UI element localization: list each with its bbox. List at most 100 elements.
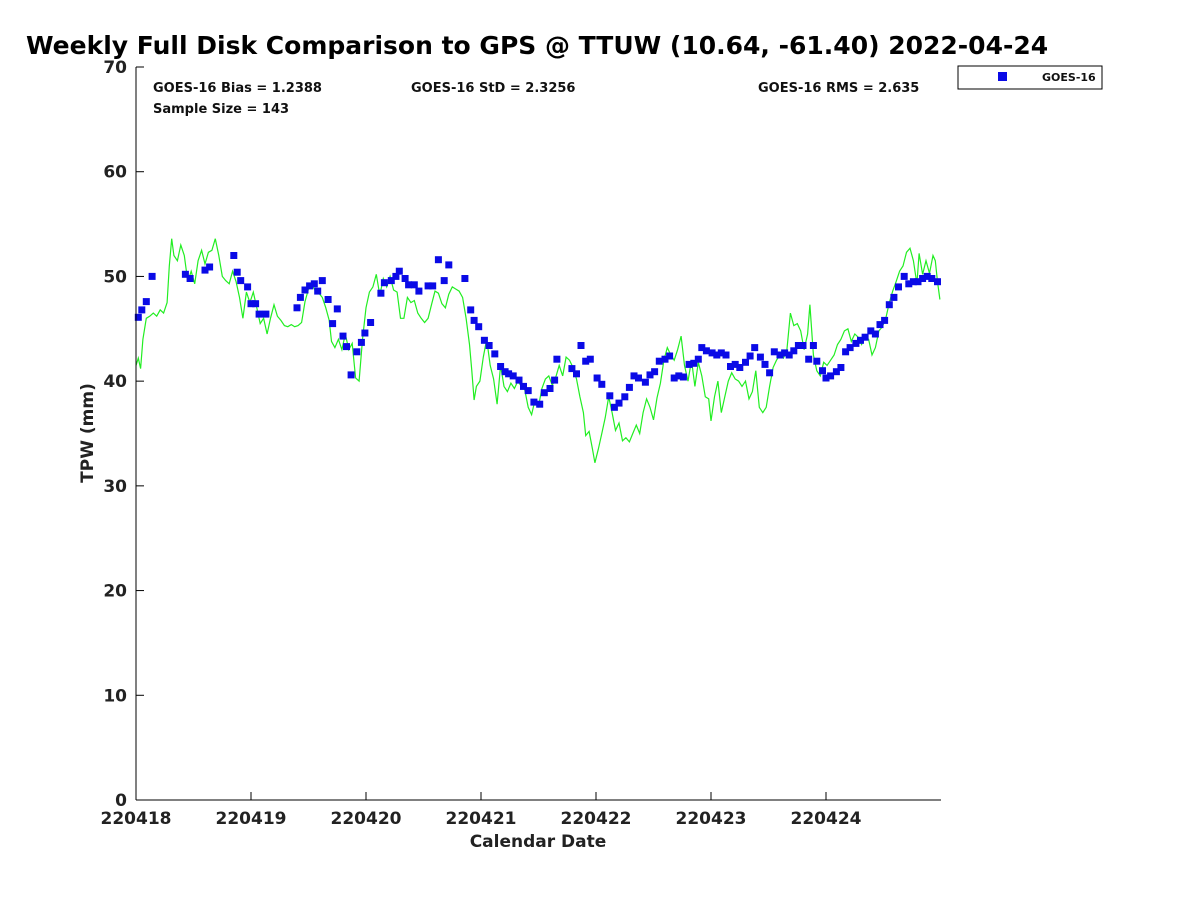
goes16-point bbox=[387, 277, 395, 285]
legend-label-goes16: GOES-16 bbox=[1042, 71, 1096, 84]
x-tick-label: 220418 bbox=[101, 809, 172, 829]
goes16-point bbox=[347, 371, 355, 379]
legend: GOES-16 bbox=[957, 65, 1103, 90]
goes16-point bbox=[934, 278, 941, 286]
stats-annotations: GOES-16 Bias = 1.2388 GOES-16 StD = 2.32… bbox=[153, 81, 919, 117]
goes16-point bbox=[505, 370, 513, 378]
legend-marker-goes16 bbox=[998, 72, 1007, 81]
goes16-point bbox=[343, 343, 350, 351]
goes16-point bbox=[776, 351, 784, 359]
goes16-point bbox=[727, 363, 734, 370]
y-tick-label: 60 bbox=[103, 163, 127, 183]
goes16-point bbox=[314, 287, 322, 295]
gps-series bbox=[135, 238, 941, 463]
bias-annotation: GOES-16 Bias = 1.2388 bbox=[153, 81, 322, 96]
goes16-point bbox=[237, 277, 245, 285]
goes16-point bbox=[230, 252, 238, 259]
goes16-point bbox=[524, 387, 532, 395]
goes16-point bbox=[794, 342, 802, 349]
goes16-point bbox=[233, 268, 241, 276]
goes16-point bbox=[480, 336, 488, 344]
goes16-point bbox=[694, 355, 702, 363]
goes16-point bbox=[717, 349, 725, 357]
std-annotation: GOES-16 StD = 2.3256 bbox=[411, 81, 575, 96]
goes16-point bbox=[377, 289, 385, 297]
goes16-point bbox=[885, 301, 893, 309]
goes16-point bbox=[799, 342, 807, 349]
goes16-point bbox=[434, 256, 442, 264]
goes16-point bbox=[852, 339, 860, 347]
goes16-point bbox=[415, 287, 423, 295]
goes16-point bbox=[625, 383, 633, 391]
goes16-point bbox=[867, 327, 875, 335]
goes16-point bbox=[813, 357, 821, 365]
goes16-point bbox=[635, 374, 642, 382]
goes16-point bbox=[410, 281, 418, 289]
goes16-point bbox=[655, 357, 663, 365]
y-axis-ticks: 0 10 20 30 40 50 60 70 bbox=[103, 58, 144, 811]
goes16-point bbox=[675, 372, 683, 380]
goes16-point bbox=[593, 374, 601, 382]
goes16-point bbox=[606, 392, 614, 400]
chart-title: Weekly Full Disk Comparison to GPS @ TTU… bbox=[26, 31, 1048, 60]
goes16-point bbox=[837, 364, 845, 371]
x-axis-label: Calendar Date bbox=[470, 832, 607, 852]
goes16-point bbox=[928, 275, 936, 282]
goes16-point bbox=[247, 300, 255, 308]
goes16-point bbox=[895, 283, 902, 291]
goes16-point bbox=[876, 321, 884, 329]
goes16-point bbox=[540, 389, 548, 397]
goes16-point bbox=[751, 344, 759, 352]
goes16-point bbox=[722, 351, 730, 359]
goes16-point bbox=[586, 355, 594, 363]
goes16-point bbox=[690, 359, 698, 367]
x-tick-label: 220421 bbox=[446, 809, 517, 829]
goes16-point bbox=[429, 282, 437, 290]
goes16-point bbox=[536, 400, 544, 408]
goes16-point bbox=[615, 399, 623, 407]
goes16-point bbox=[573, 370, 580, 378]
goes16-point bbox=[756, 353, 764, 361]
goes16-point bbox=[475, 323, 483, 331]
x-tick-label: 220420 bbox=[331, 809, 402, 829]
goes16-point bbox=[401, 275, 409, 282]
goes16-point bbox=[306, 282, 314, 290]
goes16-point bbox=[324, 296, 332, 303]
goes16-point bbox=[357, 338, 365, 346]
goes16-point bbox=[651, 368, 659, 376]
goes16-point bbox=[919, 275, 927, 282]
goes16-point bbox=[367, 319, 375, 326]
goes16-point bbox=[630, 372, 638, 380]
goes16-point bbox=[809, 342, 817, 349]
goes16-point bbox=[353, 348, 361, 356]
goes16-point bbox=[509, 372, 517, 380]
goes16-point bbox=[832, 368, 840, 376]
goes16-point bbox=[909, 278, 917, 286]
y-tick-label: 40 bbox=[103, 372, 127, 392]
y-axis-label: TPW (mm) bbox=[78, 383, 98, 483]
goes16-point bbox=[770, 348, 778, 356]
axes: 0 10 20 30 40 50 60 70 220418 220419 220420 220421… bbox=[101, 58, 941, 829]
goes16-point bbox=[142, 298, 150, 306]
goes16-point bbox=[333, 305, 341, 313]
goes16-point bbox=[577, 342, 585, 349]
goes16-point bbox=[598, 380, 606, 388]
goes16-point bbox=[138, 306, 146, 314]
goes16-point bbox=[405, 281, 413, 289]
goes16-point bbox=[546, 385, 554, 392]
goes16-point bbox=[857, 336, 864, 344]
goes16-point bbox=[491, 350, 499, 358]
goes16-point bbox=[914, 278, 922, 286]
goes16-point bbox=[679, 373, 687, 381]
goes16-point bbox=[440, 277, 448, 285]
goes16-point bbox=[822, 374, 830, 382]
x-tick-label: 220423 bbox=[676, 809, 747, 829]
goes16-point bbox=[255, 310, 263, 318]
y-tick-label: 20 bbox=[103, 582, 127, 602]
goes16-point bbox=[842, 348, 850, 356]
goes16-point bbox=[666, 352, 674, 360]
goes16-point bbox=[293, 304, 301, 312]
goes16-point bbox=[900, 272, 908, 280]
goes16-point bbox=[846, 344, 854, 352]
